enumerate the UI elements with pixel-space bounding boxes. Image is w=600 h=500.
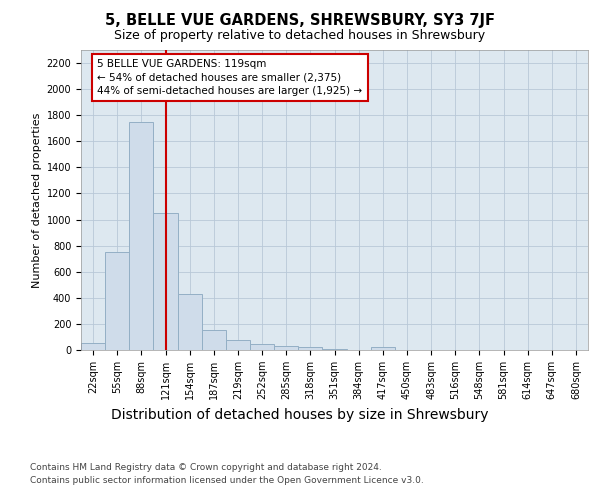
Bar: [274, 346, 298, 350]
Text: Contains public sector information licensed under the Open Government Licence v3: Contains public sector information licen…: [30, 476, 424, 485]
Bar: [178, 294, 202, 350]
Text: Size of property relative to detached houses in Shrewsbury: Size of property relative to detached ho…: [115, 29, 485, 42]
Bar: [154, 213, 178, 350]
Text: 5 BELLE VUE GARDENS: 119sqm
← 54% of detached houses are smaller (2,375)
44% of : 5 BELLE VUE GARDENS: 119sqm ← 54% of det…: [97, 59, 362, 96]
Text: Distribution of detached houses by size in Shrewsbury: Distribution of detached houses by size …: [111, 408, 489, 422]
Bar: [81, 344, 105, 350]
Bar: [250, 344, 274, 350]
Text: Contains HM Land Registry data © Crown copyright and database right 2024.: Contains HM Land Registry data © Crown c…: [30, 462, 382, 471]
Text: 5, BELLE VUE GARDENS, SHREWSBURY, SY3 7JF: 5, BELLE VUE GARDENS, SHREWSBURY, SY3 7J…: [105, 12, 495, 28]
Bar: [226, 340, 250, 350]
Bar: [129, 122, 154, 350]
Bar: [202, 330, 226, 350]
Bar: [105, 252, 129, 350]
Y-axis label: Number of detached properties: Number of detached properties: [32, 112, 43, 288]
Bar: [298, 348, 322, 350]
Bar: [371, 348, 395, 350]
